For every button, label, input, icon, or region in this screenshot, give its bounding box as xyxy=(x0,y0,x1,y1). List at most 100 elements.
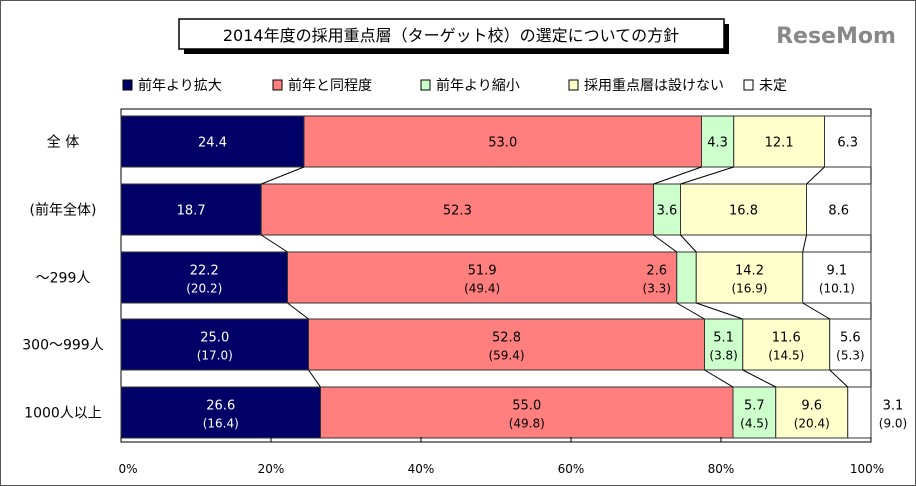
category-label: (前年全体) xyxy=(30,202,97,219)
previous-data-label: (16.9) xyxy=(731,282,767,296)
watermark-logo: ReseMom xyxy=(776,24,896,49)
data-label: 5.6 xyxy=(840,331,861,346)
data-label: 8.6 xyxy=(828,204,849,219)
data-label: 2.6 xyxy=(646,264,667,279)
data-label: 16.8 xyxy=(729,204,758,219)
bar-segment xyxy=(303,115,702,168)
bar-segment xyxy=(733,115,825,168)
connector-line xyxy=(704,369,734,388)
category-label: 1000人以上 xyxy=(24,406,102,422)
data-label: 18.7 xyxy=(177,204,206,219)
previous-data-label: (59.4) xyxy=(488,349,524,363)
x-tick-label: 40% xyxy=(408,462,435,476)
bar-segment xyxy=(120,183,262,236)
data-label: 12.1 xyxy=(765,136,794,151)
bar-segment xyxy=(653,183,681,236)
data-label: 3.6 xyxy=(657,204,678,219)
legend-swatch xyxy=(122,79,133,91)
category-label: 〜299人 xyxy=(36,271,91,287)
connector-line xyxy=(680,234,697,253)
legend-label: 前年より拡大 xyxy=(138,77,222,94)
data-label: 4.3 xyxy=(707,136,728,151)
connector-line xyxy=(802,234,807,253)
legend-swatch xyxy=(568,79,579,91)
legend-label: 採用重点層は設けない xyxy=(584,78,724,94)
connector-line xyxy=(676,302,705,320)
bar-segment xyxy=(120,251,288,304)
legend-label: 前年より縮小 xyxy=(436,77,520,94)
data-label: 14.2 xyxy=(735,264,764,279)
bar-segment xyxy=(120,115,305,168)
legend-swatch xyxy=(420,79,431,91)
data-label: 51.9 xyxy=(468,264,497,279)
connector-line xyxy=(696,302,743,320)
x-tick-label: 100% xyxy=(850,462,884,476)
bar-segment xyxy=(704,318,744,371)
previous-data-label: (16.4) xyxy=(203,417,239,431)
category-label: 300〜999人 xyxy=(22,338,103,354)
x-tick-label: 20% xyxy=(258,462,285,476)
connector-line xyxy=(308,369,321,388)
data-label: 3.1 xyxy=(883,399,904,414)
bar-segment xyxy=(802,251,872,304)
previous-data-label: (10.1) xyxy=(819,282,855,296)
previous-data-label: (5.3) xyxy=(836,349,864,363)
previous-data-label: (20.2) xyxy=(186,282,222,296)
legend: 前年より拡大 前年と同程度 前年より縮小 採用重点層は設けない 未定 xyxy=(122,77,787,94)
legend-label: 未定 xyxy=(759,78,787,94)
previous-data-label: (4.5) xyxy=(740,417,768,431)
data-label: 53.0 xyxy=(488,136,517,151)
previous-data-label: (14.5) xyxy=(768,349,804,363)
connector-line xyxy=(806,166,825,185)
connector-line xyxy=(802,302,831,320)
bar-segment xyxy=(120,318,309,371)
bar-segment xyxy=(847,386,872,439)
previous-data-label: (49.4) xyxy=(464,282,500,296)
legend-swatch xyxy=(272,79,283,91)
bar-segment xyxy=(676,251,697,304)
data-label: 25.0 xyxy=(200,331,229,346)
previous-data-label: (17.0) xyxy=(197,349,233,363)
previous-data-label: (49.8) xyxy=(509,417,545,431)
bar-segment xyxy=(742,318,831,371)
x-tick-label: 80% xyxy=(708,462,735,476)
data-label: 9.1 xyxy=(827,264,848,279)
legend-swatch xyxy=(743,79,754,91)
bar-segment xyxy=(120,386,321,439)
connector-line xyxy=(742,369,776,388)
bar-segment xyxy=(701,115,735,168)
data-label: 9.6 xyxy=(801,399,822,414)
previous-data-label: (9.0) xyxy=(879,417,907,431)
legend-label: 前年と同程度 xyxy=(288,77,372,94)
data-label: 5.7 xyxy=(744,399,765,414)
previous-data-label: (3.3) xyxy=(643,282,671,296)
connector-line xyxy=(260,234,288,253)
bar-segment xyxy=(308,318,705,371)
previous-data-label: (20.4) xyxy=(794,417,830,431)
previous-data-label: (3.8) xyxy=(709,349,737,363)
bar-segment xyxy=(260,183,654,236)
x-tick-label: 60% xyxy=(558,462,585,476)
x-tick-label: 0% xyxy=(118,462,137,476)
connector-line xyxy=(653,166,702,185)
connector-line xyxy=(680,166,734,185)
data-label: 5.1 xyxy=(713,331,734,346)
connector-line xyxy=(287,302,309,320)
data-label: 22.2 xyxy=(190,264,219,279)
category-label: 全 体 xyxy=(47,134,79,151)
bar-segment xyxy=(320,386,734,439)
data-label: 55.0 xyxy=(512,399,541,414)
data-label: 26.6 xyxy=(206,399,235,414)
connector-line xyxy=(653,234,678,253)
data-label: 52.8 xyxy=(492,331,521,346)
data-label: 24.4 xyxy=(198,136,227,151)
bar-segment xyxy=(824,115,872,168)
connector-line xyxy=(261,166,305,185)
bar-segment xyxy=(806,183,872,236)
connector-line xyxy=(829,369,849,388)
bar-segment xyxy=(287,251,678,304)
data-label: 52.3 xyxy=(443,204,472,219)
data-label: 11.6 xyxy=(772,331,801,346)
